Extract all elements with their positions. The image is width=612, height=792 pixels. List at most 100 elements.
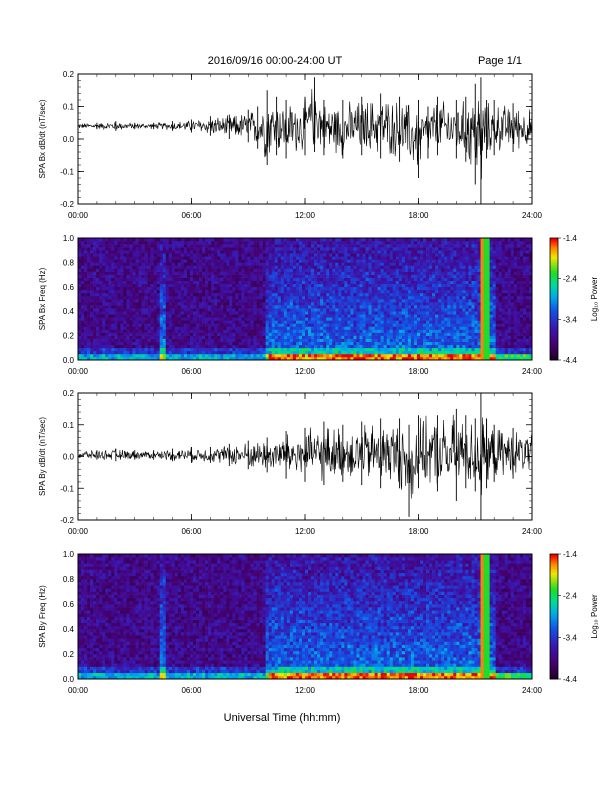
spectrogram-cell <box>338 274 342 278</box>
spectrogram-cell <box>271 238 276 242</box>
spectrogram-cell <box>395 353 400 358</box>
spectrogram-cell <box>120 341 124 346</box>
spectrogram-cell <box>344 341 348 346</box>
spectrogram-cell <box>241 311 245 315</box>
spectrogram-cell <box>156 286 161 291</box>
spectrogram-cell <box>314 314 318 318</box>
spectrogram-cell <box>326 289 330 294</box>
spectrogram-cell <box>416 265 421 269</box>
spectrogram-cell <box>126 238 130 242</box>
spectrogram-cell <box>413 341 418 346</box>
spectrogram-cell <box>147 250 151 254</box>
spectrogram-cell <box>156 323 161 327</box>
spectrogram-cell <box>250 314 254 318</box>
spectrogram-cell <box>262 268 266 272</box>
spectrogram-cell <box>256 250 260 254</box>
spectrogram-cell <box>356 350 360 355</box>
spectrogram-cell <box>344 295 348 300</box>
spectrogram-cell <box>96 350 100 355</box>
spectrogram-cell <box>365 277 369 281</box>
spectrogram-cell <box>371 326 375 330</box>
spectrogram-cell <box>114 353 118 358</box>
spectrogram-cell <box>193 341 197 346</box>
spectrogram-cell <box>214 302 218 306</box>
spectrogram-cell <box>129 256 133 260</box>
spectrogram-cell <box>186 259 191 263</box>
spectrogram-cell <box>253 277 257 281</box>
spectrogram-cell <box>126 332 130 336</box>
spectrogram-cell <box>117 256 121 260</box>
spectrogram-cell <box>259 323 263 327</box>
spectrogram-cell <box>426 244 430 248</box>
spectrogram-cell <box>398 314 403 318</box>
spectrogram-cell <box>114 295 118 300</box>
spectrogram-cell <box>235 295 239 300</box>
spectrogram-cell <box>426 268 430 272</box>
spectrogram-cell <box>232 320 236 324</box>
spectrogram-cell <box>253 341 257 346</box>
spectrogram-cell <box>423 250 427 254</box>
spectrogram-cell <box>250 262 254 266</box>
spectrogram-cell <box>298 302 303 306</box>
spectrogram-cell <box>344 256 348 260</box>
spectrogram-cell <box>395 314 400 318</box>
spectrogram-cell <box>308 329 312 333</box>
spectrogram-cell <box>353 329 357 333</box>
spectrogram-cell <box>135 308 139 312</box>
spectrogram-cell <box>380 295 384 300</box>
spectrogram-cell <box>217 241 221 245</box>
spectrogram-cell <box>223 268 227 272</box>
spectrogram-cell <box>123 259 127 263</box>
spectrogram-cell <box>162 253 167 257</box>
spectrogram-cell <box>250 247 254 251</box>
spectrogram-cell <box>265 320 269 324</box>
spectrogram-cell <box>314 302 318 306</box>
spectrogram-cell <box>108 353 112 358</box>
spectrogram-cell <box>250 295 254 300</box>
spectrogram-cell <box>156 274 161 278</box>
spectrogram-cell <box>144 317 148 321</box>
panel-2: 00:00 06:00 12:00 18:00 24:000.00.20.40.60.8… <box>38 234 599 376</box>
spectrogram-cell <box>171 305 176 309</box>
spectrogram-cell <box>196 250 200 254</box>
spectrogram-cell <box>380 274 384 278</box>
spectrogram-cell <box>283 277 288 281</box>
spectrogram-cell <box>93 329 97 333</box>
spectrogram-cell <box>407 311 412 315</box>
spectrogram-cell <box>332 299 336 303</box>
spectrogram-cell <box>171 241 176 245</box>
spectrogram-cell <box>177 238 182 242</box>
spectrogram-cell <box>323 286 327 291</box>
spectrogram-cell <box>277 268 282 272</box>
y-tick-label: 0.8 <box>63 258 75 267</box>
spectrogram-cell <box>165 305 170 309</box>
spectrogram-cell <box>314 241 318 245</box>
spectrogram-cell <box>165 314 170 318</box>
spectrogram-cell <box>177 350 182 355</box>
spectrogram-cell <box>265 250 269 254</box>
spectrogram-cell <box>271 250 276 254</box>
spectrogram-cell <box>81 295 85 300</box>
spectrogram-cell <box>374 271 378 275</box>
spectrogram-cell <box>78 271 82 275</box>
spectrogram-cell <box>326 250 330 254</box>
spectrogram-cell <box>183 265 188 269</box>
spectrogram-cell <box>320 259 324 263</box>
spectrogram-cell <box>383 344 388 349</box>
spectrogram-cell <box>295 308 300 312</box>
spectrogram-cell <box>410 247 415 251</box>
spectrogram-cell <box>162 265 167 269</box>
spectrogram-cell <box>247 344 251 349</box>
spectrogram-cell <box>301 292 306 297</box>
spectrogram-cell <box>268 317 273 321</box>
spectrogram-cell <box>292 247 297 251</box>
spectrogram-cell <box>413 344 418 349</box>
spectrogram-cell <box>308 259 312 263</box>
spectrogram-cell <box>105 286 109 291</box>
spectrogram-cell <box>347 244 351 248</box>
spectrogram-cell <box>426 299 430 303</box>
spectrogram-cell <box>78 262 82 266</box>
spectrogram-cell <box>259 262 263 266</box>
spectrogram-cell <box>401 250 406 254</box>
spectrogram-cell <box>78 326 82 330</box>
